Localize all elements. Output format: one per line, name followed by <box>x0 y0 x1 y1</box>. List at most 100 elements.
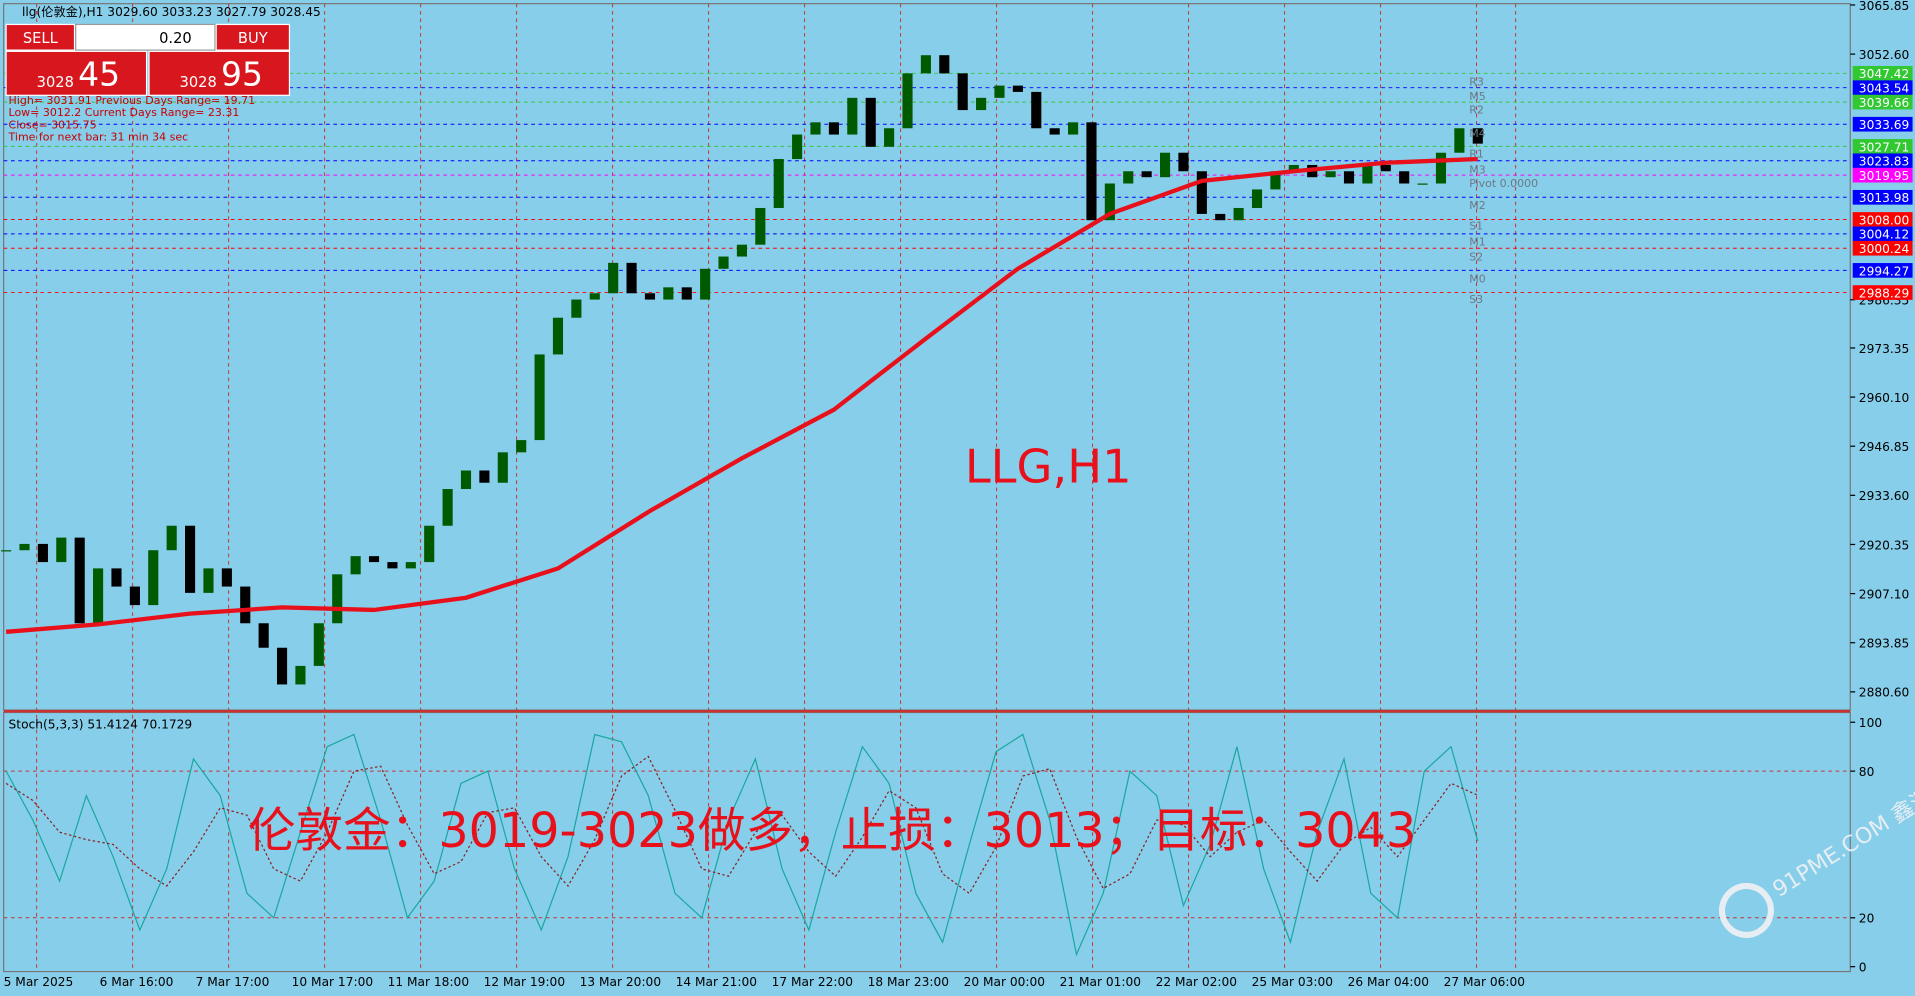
candle <box>571 299 582 318</box>
level-tag <box>1852 116 1913 132</box>
level-label: 3047.42 <box>1859 67 1909 81</box>
candle <box>755 207 766 245</box>
candle <box>552 317 564 355</box>
level-label: 3013.98 <box>1859 191 1909 205</box>
bid-small: 45 <box>78 55 120 94</box>
candle <box>1 550 12 552</box>
stoch-tick-label: 100 <box>1859 716 1882 730</box>
candle <box>1104 183 1115 221</box>
level-tag <box>1852 189 1913 205</box>
candle <box>332 574 343 624</box>
candle <box>258 623 269 648</box>
candle <box>1031 91 1042 129</box>
level-tag <box>1852 153 1913 169</box>
level-label: 3043.54 <box>1859 82 1910 96</box>
candle <box>1068 122 1079 135</box>
candle <box>773 159 784 208</box>
x-tick-label: 11 Mar 18:00 <box>388 975 469 989</box>
x-tick-label: 25 Mar 03:00 <box>1252 975 1333 989</box>
pivot-label: M2 <box>1469 199 1485 212</box>
y-tick-label: 2933.60 <box>1859 489 1909 503</box>
buy-button[interactable] <box>215 23 291 51</box>
x-tick-label: 12 Mar 19:00 <box>484 975 565 989</box>
candle <box>718 256 729 269</box>
candle <box>939 55 950 74</box>
candle <box>203 568 214 593</box>
candle <box>976 97 987 111</box>
candle <box>1343 171 1355 184</box>
x-tick-label: 14 Mar 21:00 <box>676 975 757 989</box>
candle <box>1270 171 1281 190</box>
ask-big: 3028 <box>180 74 217 91</box>
candle <box>295 665 306 685</box>
x-tick-label: 27 Mar 06:00 <box>1444 975 1525 989</box>
candle <box>626 262 637 294</box>
candle <box>387 562 398 569</box>
candle <box>847 97 858 135</box>
candle <box>93 568 104 624</box>
candle <box>1362 164 1373 184</box>
candle <box>442 489 453 526</box>
x-tick-label: 26 Mar 04:00 <box>1348 975 1429 989</box>
y-tick-label: 2946.85 <box>1859 440 1909 454</box>
level-tag <box>1852 263 1913 278</box>
candle <box>111 568 122 587</box>
candle <box>1435 152 1447 184</box>
candle <box>1178 152 1189 172</box>
grid <box>3 3 1856 972</box>
candle <box>460 470 472 490</box>
level-tag <box>1852 212 1913 227</box>
pivot-label: R2 <box>1469 104 1484 117</box>
candle <box>166 525 177 551</box>
candle <box>1086 122 1097 221</box>
stoch-line <box>5 755 1479 895</box>
stoch-line <box>5 733 1479 957</box>
y-tick-label: 2880.60 <box>1859 686 1909 700</box>
y-tick-label: 2920.35 <box>1859 538 1909 552</box>
candle <box>1399 171 1410 184</box>
stoch-title: Stoch(5,3,3) 51.4124 70.1729 <box>9 717 193 731</box>
level-tag <box>1852 94 1913 110</box>
candle <box>792 134 803 160</box>
candle <box>663 287 674 300</box>
pivot-label: S3 <box>1469 293 1483 306</box>
candle <box>920 55 931 74</box>
pivot-label: M4 <box>1469 127 1485 140</box>
level-tag <box>1852 240 1913 256</box>
level-label: 2988.29 <box>1859 286 1909 300</box>
lot-input[interactable] <box>75 23 216 51</box>
level-tag <box>1852 65 1913 81</box>
candle <box>350 556 361 575</box>
candle <box>828 122 839 135</box>
level-tag <box>1852 167 1913 183</box>
bid-box[interactable] <box>5 50 148 96</box>
candle <box>1123 171 1134 184</box>
pivot-label: M0 <box>1469 272 1485 285</box>
pivot-label: R1 <box>1469 148 1484 161</box>
candle <box>865 97 876 147</box>
ask-box[interactable] <box>148 50 291 96</box>
level-label: 3033.69 <box>1859 118 1909 132</box>
candle <box>1454 128 1465 153</box>
candle <box>368 556 380 563</box>
trade-panel: SELL 0.20 BUY 3028 45 3028 95 <box>5 23 291 96</box>
annotation: 伦敦金：3019-3023做多，止损：3013；目标：3043 <box>248 804 1416 859</box>
y-tick-label: 2960.10 <box>1859 391 1909 405</box>
candle <box>1417 183 1428 185</box>
candle <box>37 543 48 563</box>
candle <box>1251 189 1263 208</box>
info-line: Time for next bar: 31 min 34 sec <box>8 131 189 144</box>
level-tag <box>1852 80 1913 96</box>
level-tag <box>1852 226 1913 242</box>
candle <box>1233 207 1244 221</box>
level-tag <box>1852 139 1913 154</box>
candle <box>1472 128 1483 144</box>
y-tick-label: 2893.85 <box>1859 637 1909 651</box>
x-tick-label: 18 Mar 23:00 <box>868 975 949 989</box>
candle <box>884 128 895 147</box>
sell-button[interactable] <box>5 23 76 51</box>
candle <box>74 537 85 624</box>
candle <box>681 287 692 300</box>
candle <box>534 354 545 441</box>
